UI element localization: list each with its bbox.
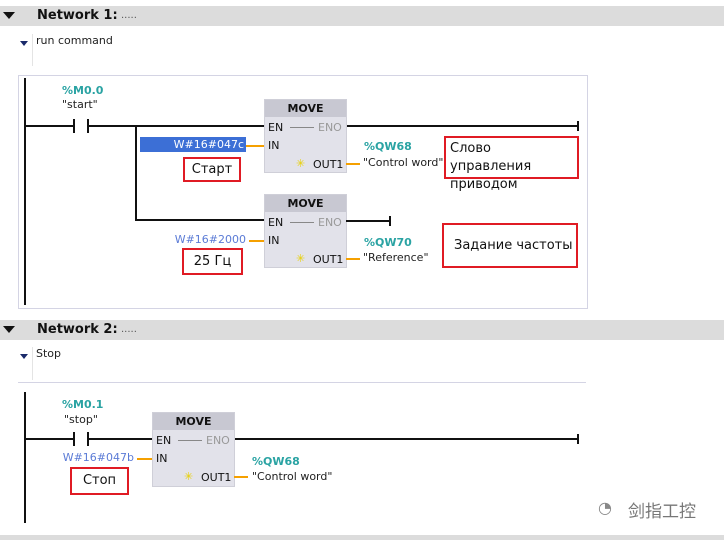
network-1-comment[interactable]: run command [32, 34, 590, 66]
annotation-reference: Задание частоты [442, 223, 578, 268]
out-address: %QW68 [252, 455, 300, 468]
collapse-network-1-icon[interactable] [3, 12, 15, 19]
out-address: %QW70 [364, 236, 412, 249]
out-pin: OUT1 [313, 253, 344, 266]
wechat-icon: ◔ [598, 498, 612, 517]
annotation-stop: Стоп [70, 467, 129, 495]
annotation-control-word: Слово управления приводом [444, 136, 579, 192]
move-block-2[interactable]: MOVE [264, 194, 347, 268]
network-1-body [18, 75, 588, 309]
annotation-start: Старт [183, 157, 241, 182]
asterisk-icon: ✳ [184, 470, 194, 483]
in-pin: IN [268, 234, 280, 247]
network-1-dots: ..... [121, 10, 137, 21]
contact-address: %M0.1 [62, 398, 104, 411]
out-tag[interactable]: "Control word" [252, 470, 333, 483]
out-pin: OUT1 [201, 471, 232, 484]
collapse-comment-icon[interactable] [20, 41, 28, 46]
asterisk-icon: ✳ [296, 252, 306, 265]
network-1-header[interactable] [0, 6, 724, 26]
out-tag[interactable]: "Reference" [363, 251, 429, 264]
out-address: %QW68 [364, 140, 412, 153]
contact-tag: "stop" [64, 413, 98, 426]
eno-pin: ENO [318, 216, 342, 229]
network-2-comment[interactable]: Stop [32, 347, 590, 380]
in-value-field[interactable]: W#16#047b [62, 451, 134, 464]
network-3-header[interactable] [0, 535, 724, 540]
network-1-title: Network 1: [37, 8, 118, 23]
in-value-field[interactable]: W#16#2000 [174, 233, 246, 246]
annotation-25hz: 25 Гц [182, 248, 243, 275]
power-rail [24, 392, 26, 523]
power-rail [24, 78, 26, 305]
move-block-3[interactable]: MOVE [152, 412, 235, 487]
eno-pin: ENO [206, 434, 230, 447]
collapse-network-2-icon[interactable] [3, 326, 15, 333]
network-2-header[interactable] [0, 320, 724, 340]
block-title: MOVE [265, 100, 346, 117]
block-title: MOVE [265, 195, 346, 212]
out-tag[interactable]: "Control word" [363, 156, 444, 169]
in-pin: IN [156, 452, 168, 465]
block-title: MOVE [153, 413, 234, 430]
move-block-1[interactable]: MOVE [264, 99, 347, 173]
contact-address: %M0.0 [62, 84, 104, 97]
asterisk-icon: ✳ [296, 157, 306, 170]
no-contact[interactable] [73, 432, 75, 446]
contact-tag: "start" [62, 98, 98, 111]
out-pin: OUT1 [313, 158, 344, 171]
en-pin: EN [156, 434, 172, 447]
in-value-field[interactable]: W#16#047c [140, 137, 246, 152]
en-pin: EN [268, 121, 284, 134]
watermark: 剑指工控 [628, 502, 696, 522]
in-pin: IN [268, 139, 280, 152]
no-contact[interactable] [73, 119, 75, 133]
collapse-comment-icon[interactable] [20, 354, 28, 359]
network-2-title: Network 2: [37, 322, 118, 337]
eno-pin: ENO [318, 121, 342, 134]
en-pin: EN [268, 216, 284, 229]
